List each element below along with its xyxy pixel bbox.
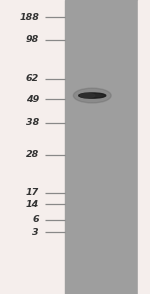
Text: 62: 62 xyxy=(26,74,39,83)
Text: 188: 188 xyxy=(19,13,39,21)
Text: 28: 28 xyxy=(26,151,39,159)
Bar xyxy=(138,0,150,294)
Text: 14: 14 xyxy=(26,200,39,209)
Text: 3: 3 xyxy=(32,228,39,237)
Ellipse shape xyxy=(79,93,106,98)
Ellipse shape xyxy=(80,93,95,98)
Text: 17: 17 xyxy=(26,188,39,197)
Bar xyxy=(65,0,138,294)
Text: 49: 49 xyxy=(26,95,39,104)
Text: 38: 38 xyxy=(26,118,39,127)
Text: 98: 98 xyxy=(26,35,39,44)
Ellipse shape xyxy=(73,88,111,103)
Text: 6: 6 xyxy=(32,216,39,224)
